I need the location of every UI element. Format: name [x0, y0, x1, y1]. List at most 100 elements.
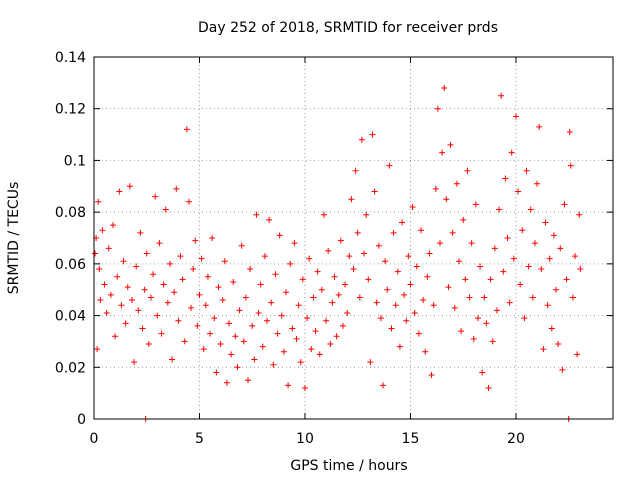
data-point — [230, 278, 237, 285]
data-point — [312, 328, 319, 335]
data-point — [249, 322, 256, 329]
data-point — [342, 281, 349, 288]
data-point — [382, 258, 389, 265]
data-point — [455, 258, 462, 265]
data-point — [346, 253, 353, 260]
data-point — [542, 219, 549, 226]
data-point — [297, 359, 304, 366]
data-point — [468, 240, 475, 247]
data-point — [540, 346, 547, 353]
data-point — [553, 286, 560, 293]
data-point — [572, 253, 579, 260]
data-point — [156, 240, 163, 247]
data-point — [234, 364, 241, 371]
data-point — [116, 188, 123, 195]
data-point — [354, 229, 361, 236]
data-point — [529, 294, 536, 301]
data-point — [512, 113, 519, 120]
data-point — [493, 307, 500, 314]
data-point — [500, 268, 507, 275]
data-point — [226, 320, 233, 327]
data-point — [289, 325, 296, 332]
data-point — [515, 188, 522, 195]
data-point — [371, 188, 378, 195]
data-point — [217, 341, 224, 348]
data-point — [331, 273, 338, 280]
data-point — [171, 289, 178, 296]
data-point — [272, 271, 279, 278]
data-point — [202, 302, 209, 309]
data-point — [531, 240, 538, 247]
data-point — [333, 333, 340, 340]
data-point — [445, 284, 452, 291]
data-point — [392, 302, 399, 309]
data-point — [350, 266, 357, 273]
data-point — [504, 235, 511, 241]
data-point — [496, 206, 503, 213]
data-point — [325, 247, 332, 254]
data-point — [175, 317, 182, 324]
data-point — [215, 284, 222, 291]
data-point — [183, 126, 190, 133]
data-point — [405, 253, 412, 260]
data-point — [437, 240, 443, 247]
data-point — [188, 304, 195, 311]
data-point — [179, 276, 186, 283]
data-point — [118, 302, 125, 309]
data-point — [390, 229, 397, 236]
data-point — [472, 201, 479, 208]
data-point — [439, 149, 446, 156]
data-point — [563, 276, 570, 283]
data-point — [194, 322, 201, 329]
data-point — [498, 92, 505, 99]
data-points — [92, 85, 584, 422]
data-point — [388, 325, 395, 332]
data-point — [574, 351, 581, 358]
data-point — [441, 85, 448, 92]
data-point — [308, 346, 315, 353]
data-point — [399, 219, 406, 226]
data-point — [128, 297, 135, 304]
data-point — [569, 294, 576, 301]
data-point — [344, 309, 351, 316]
y-tick-label: 0.04 — [55, 309, 86, 325]
x-tick-label: 20 — [507, 431, 525, 447]
data-point — [555, 341, 562, 348]
data-point — [280, 348, 287, 355]
data-point — [517, 281, 524, 288]
data-point — [401, 291, 408, 298]
y-tick-label: 0.14 — [55, 50, 86, 66]
data-point — [361, 250, 368, 257]
data-point — [491, 245, 498, 252]
data-point — [173, 185, 180, 192]
data-point — [304, 315, 311, 322]
data-point — [99, 227, 106, 234]
data-point — [470, 335, 477, 342]
data-point — [422, 348, 429, 355]
data-point — [523, 167, 530, 174]
data-point — [548, 325, 555, 332]
x-axis-label: GPS time / hours — [290, 458, 407, 474]
data-point — [534, 180, 541, 187]
data-point — [306, 255, 313, 262]
data-point — [428, 372, 435, 379]
data-point — [489, 338, 496, 345]
data-point — [133, 263, 140, 270]
data-point — [384, 286, 391, 293]
data-point — [430, 302, 437, 309]
data-point — [407, 281, 414, 288]
data-point — [335, 291, 342, 298]
x-tick-label: 10 — [296, 431, 314, 447]
data-point — [519, 227, 526, 234]
data-point — [561, 201, 568, 208]
data-point — [546, 255, 553, 262]
data-point — [483, 320, 490, 327]
data-point — [185, 198, 192, 205]
axis-ticks — [93, 56, 613, 420]
data-point — [207, 330, 214, 337]
data-point — [143, 250, 150, 257]
data-point — [394, 268, 401, 275]
data-point — [139, 325, 146, 332]
data-point — [105, 245, 112, 252]
x-tick-label: 15 — [402, 431, 420, 447]
